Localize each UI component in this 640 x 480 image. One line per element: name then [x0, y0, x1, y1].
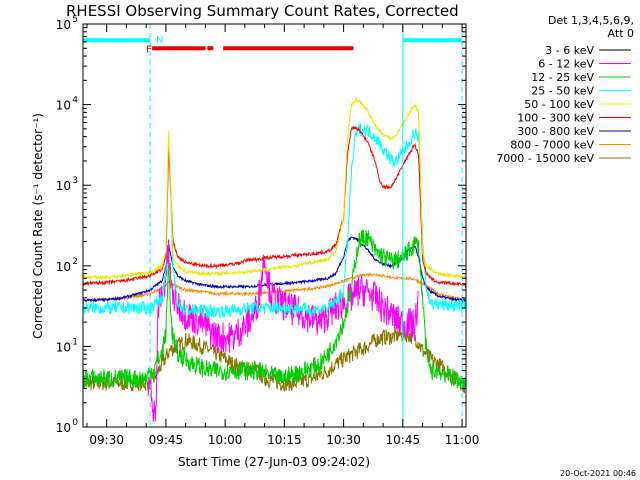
y-tick-exponent-1: 1: [72, 337, 78, 347]
flare-flag-bar-0: [152, 46, 206, 51]
legend-entry-1: 6 - 12 keV: [538, 58, 594, 71]
x-axis-label: Start Time (27-Jun-03 09:24:02): [178, 455, 370, 469]
legend-entry-6: 300 - 800 keV: [517, 125, 594, 138]
y-tick-label-1: 10: [56, 340, 71, 354]
legend-entry-4: 50 - 100 keV: [524, 98, 594, 111]
legend-header-line-2: Att 0: [608, 27, 634, 40]
legend-header-line-1: Det 1,3,4,5,6,9,: [548, 14, 634, 27]
series-line-3: [82, 123, 467, 319]
y-tick-label-0: 10: [56, 421, 71, 435]
flare-flag-label-0: F: [146, 44, 152, 55]
y-tick-label-2: 10: [56, 260, 71, 274]
x-tick-label-5: 10:45: [386, 433, 421, 447]
legend-entry-2: 12 - 25 keV: [531, 71, 594, 84]
attenuator-label-0: N: [156, 35, 163, 46]
y-tick-exponent-5: 5: [72, 15, 78, 25]
y-tick-label-5: 10: [56, 18, 71, 32]
legend-entry-0: 3 - 6 keV: [545, 44, 594, 57]
x-tick-label-3: 10:15: [267, 433, 302, 447]
series-line-5: [82, 125, 467, 289]
y-tick-exponent-0: 0: [72, 418, 78, 428]
y-tick-exponent-4: 4: [72, 96, 78, 106]
y-tick-label-4: 10: [56, 99, 71, 113]
legend-entry-7: 800 - 7000 keV: [510, 139, 594, 152]
x-axis: 09:30 09:45 10:00 10:15 10:30 10:45 11:00: [86, 24, 480, 447]
attenuator-bar-1: [402, 38, 463, 43]
x-tick-label-2: 10:00: [208, 433, 243, 447]
series-lines: [82, 98, 467, 422]
y-tick-label-3: 10: [56, 179, 71, 193]
y-tick-exponent-2: 2: [72, 257, 78, 267]
series-line-4: [82, 98, 467, 281]
series-line-8: [82, 326, 467, 394]
series-line-1: [147, 239, 419, 422]
x-tick-label-1: 09:45: [149, 433, 184, 447]
attenuator-bar-0: [83, 38, 151, 43]
x-tick-label-0: 09:30: [89, 433, 124, 447]
series-line-2: [82, 229, 467, 390]
y-tick-exponent-3: 3: [72, 176, 78, 186]
x-tick-label-4: 10:30: [326, 433, 361, 447]
observing-flags: NF: [83, 24, 463, 427]
flare-flag-bar-2: [223, 46, 354, 51]
generation-timestamp: 20-Oct-2021 00:46: [560, 469, 636, 478]
legend-entry-8: 7000 - 15000 keV: [496, 152, 594, 165]
x-tick-label-6: 11:00: [445, 433, 480, 447]
y-axis-label: Corrected Count Rate (s⁻¹ detector⁻¹): [31, 113, 45, 339]
plot-frame: [82, 23, 467, 428]
series-line-6: [82, 236, 467, 304]
legend-entry-5: 100 - 300 keV: [517, 112, 594, 125]
flare-flag-bar-1: [207, 46, 214, 51]
chart-title: RHESSI Observing Summary Count Rates, Co…: [66, 2, 459, 20]
legend-entry-3: 25 - 50 keV: [531, 85, 594, 98]
